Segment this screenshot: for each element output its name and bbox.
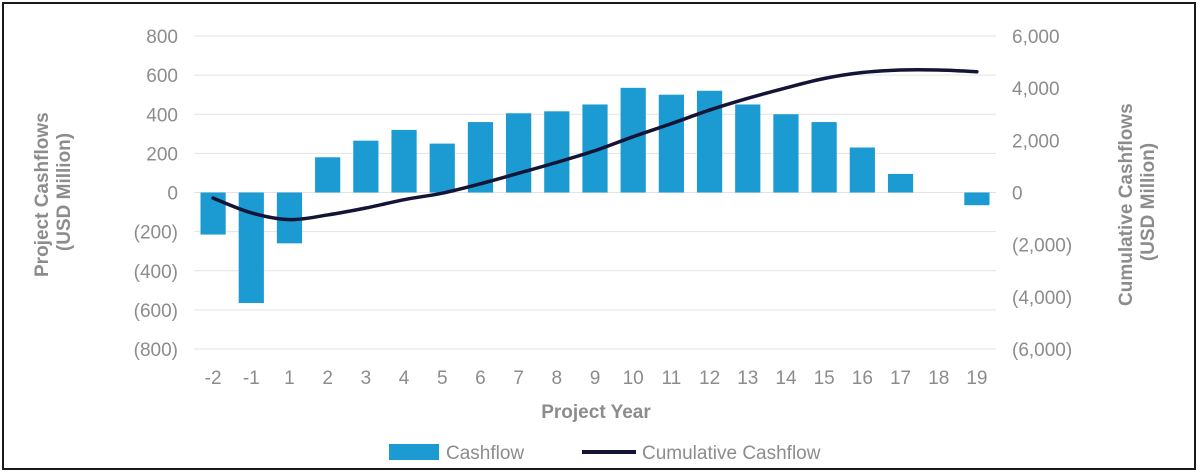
- left-tick-label-4: 0: [167, 184, 178, 205]
- legend-cashflow-label: Cashflow: [446, 443, 524, 464]
- cashflow-bar-3: [353, 140, 379, 193]
- x-tick-label-7: 6: [475, 368, 486, 389]
- cashflow-bar-11: [658, 94, 684, 193]
- x-tick-label-4: 3: [361, 368, 372, 389]
- cashflow-bar-2: [315, 157, 341, 193]
- gridlines: [194, 35, 996, 350]
- left-tick-label-7: (600): [134, 301, 178, 322]
- x-tick-label-15: 14: [775, 368, 797, 389]
- x-axis-ticks: -2 -1 1 2 3 4 5 6 7 8 9 10 11 12 13 14 15 16 17 18 19: [205, 368, 988, 389]
- cumulative-line-layer: [211, 68, 979, 222]
- legend-cashflow-swatch: [389, 444, 439, 460]
- right-tick-label-3: 0: [1012, 184, 1023, 205]
- x-tick-label-0: -2: [205, 368, 222, 389]
- x-tick-label-14: 13: [737, 368, 758, 389]
- x-tick-label-16: 15: [814, 368, 835, 389]
- left-tick-label-2: 400: [146, 105, 178, 126]
- right-axis-title: Cumulative Cashflows (USD Million): [1116, 98, 1159, 306]
- right-axis-title-line2: (USD Million): [1138, 143, 1159, 261]
- x-axis-title: Project Year: [541, 402, 651, 423]
- cashflow-bar-7: [506, 113, 532, 193]
- left-tick-label-6: (400): [134, 262, 178, 283]
- left-axis-title-line2: (USD Million): [54, 133, 75, 251]
- x-tick-label-6: 5: [437, 368, 448, 389]
- left-tick-label-0: 800: [146, 27, 178, 48]
- x-tick-label-3: 2: [322, 368, 333, 389]
- right-tick-label-5: (4,000): [1012, 288, 1072, 309]
- x-tick-label-1: -1: [243, 368, 260, 389]
- right-tick-label-1: 4,000: [1012, 79, 1060, 100]
- x-tick-label-2: 1: [284, 368, 295, 389]
- left-axis-title-line1: Project Cashflows: [32, 112, 53, 277]
- right-axis-title-line1: Cumulative Cashflows: [1116, 103, 1137, 306]
- x-tick-label-12: 11: [662, 368, 682, 389]
- cashflow-bar-8: [544, 111, 570, 193]
- x-tick-label-11: 10: [623, 368, 644, 389]
- right-axis-ticks: 6,000 4,000 2,000 0 (2,000) (4,000) (6,000): [1012, 27, 1072, 361]
- x-tick-label-8: 7: [513, 368, 524, 389]
- x-tick-label-5: 4: [399, 368, 410, 389]
- cashflow-bar-5: [429, 143, 455, 193]
- x-tick-label-9: 8: [552, 368, 563, 389]
- cashflow-bar-4: [391, 129, 417, 193]
- right-tick-label-6: (6,000): [1012, 340, 1072, 361]
- x-tick-label-20: 19: [966, 368, 987, 389]
- cashflow-bar-19: [964, 192, 990, 206]
- left-tick-label-3: 200: [146, 144, 178, 165]
- cashflow-bar-13: [735, 104, 761, 193]
- x-tick-label-13: 12: [699, 368, 720, 389]
- x-tick-label-10: 9: [590, 368, 601, 389]
- left-tick-label-5: (200): [134, 223, 178, 244]
- right-tick-label-4: (2,000): [1012, 236, 1072, 257]
- left-tick-label-1: 600: [146, 66, 178, 87]
- left-axis-title: Project Cashflows (USD Million): [32, 107, 75, 277]
- cashflow-bar-16: [849, 147, 875, 193]
- cashflow-bar-15: [811, 122, 837, 193]
- cumulative-cashflow-line: [211, 68, 979, 222]
- x-tick-label-17: 16: [852, 368, 873, 389]
- left-tick-label-8: (800): [134, 340, 178, 361]
- cashflow-bar-17: [887, 173, 914, 193]
- cashflow-bar-14: [773, 114, 799, 193]
- legend-cumulative-label: Cumulative Cashflow: [642, 443, 821, 464]
- right-tick-label-0: 6,000: [1012, 27, 1060, 48]
- x-tick-label-18: 17: [890, 368, 911, 389]
- left-axis-ticks: 800 600 400 200 0 (200) (400) (600) (800): [134, 27, 178, 361]
- x-tick-label-19: 18: [928, 368, 949, 389]
- right-tick-label-2: 2,000: [1012, 131, 1060, 152]
- legend: Cashflow Cumulative Cashflow: [389, 443, 821, 464]
